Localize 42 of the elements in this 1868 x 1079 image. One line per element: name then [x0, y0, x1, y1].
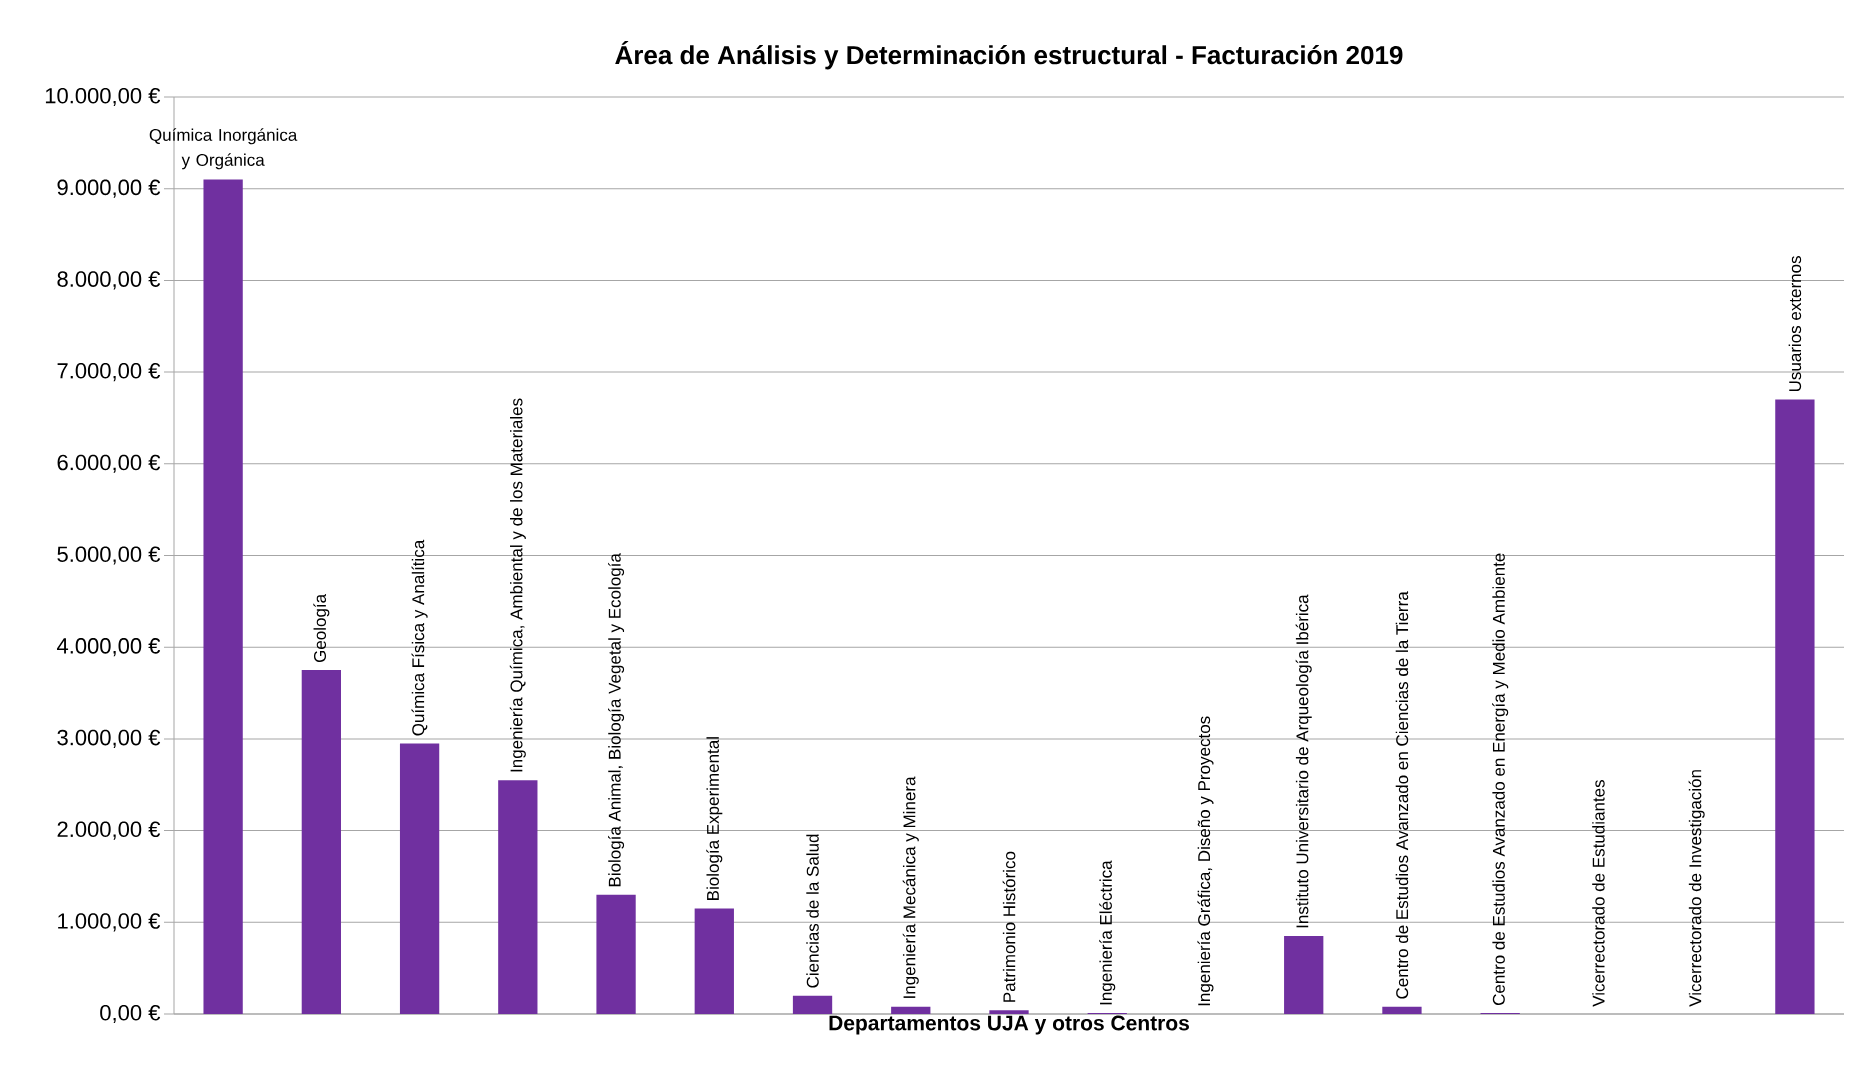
- x-tick-label: Patrimonio Histórico: [1002, 851, 1016, 1002]
- y-tick-label: 4.000,00 €: [56, 638, 161, 657]
- x-tick-label: Centro de Estudios Avanzado en Ciencias de la Tierra: [1395, 591, 1409, 999]
- y-tick-label: 1.000,00 €: [58, 913, 161, 932]
- bar: [203, 179, 243, 1014]
- bar: [301, 670, 341, 1014]
- x-axis-title: Departamentos UJA y otros Centros: [829, 1015, 1189, 1035]
- bar: [1775, 399, 1815, 1014]
- x-tick-label: Ciencias de la Salud: [806, 834, 819, 988]
- bar: [498, 780, 538, 1014]
- x-tick-label: Geología: [313, 593, 330, 663]
- x-tick-label: Química Física y Analítica: [411, 539, 428, 736]
- y-tick-label: 2.000,00 €: [57, 821, 161, 840]
- bar: [596, 894, 636, 1014]
- y-tick-label: 9.000,00 €: [57, 179, 161, 198]
- bar: [694, 908, 734, 1014]
- x-tick-label: Instituto Universitario de Arqueología Ibérica: [1295, 594, 1312, 928]
- x-tick-label: Vicerrectorado de Estudiantes: [1592, 780, 1605, 1007]
- y-tick-label: 10.000,00 €: [45, 87, 161, 107]
- bar: [1382, 1006, 1422, 1014]
- x-tick-label: Centro de Estudios Avanzado en Energía y Medio Ambiente: [1492, 553, 1509, 1006]
- y-tick-label: 7.000,00 €: [57, 363, 161, 382]
- x-tick-label: Biología Animal, Biología Vegetal y Ecología: [608, 553, 625, 887]
- chart-title: Área de Análisis y Determinación estructural - Facturación 2019: [615, 41, 1403, 70]
- bar: [792, 995, 833, 1014]
- bar: [891, 1006, 931, 1014]
- x-tick-label: Biología Experimental: [706, 737, 723, 900]
- y-tick-label: 6.000,00 €: [57, 454, 161, 473]
- x-tick-label: Usuarios externos: [1788, 256, 1802, 392]
- y-tick-label: 8.000,00 €: [57, 271, 161, 290]
- x-tick-label: Ingeniería Eléctrica: [1099, 860, 1116, 1005]
- x-tick-label: Química Inorgánica y Orgánica: [149, 128, 298, 170]
- x-tick-label: Ingeniería Química, Ambiental y de los Materiales: [509, 398, 526, 772]
- x-tick-label: Vicerrectorado de Investigación: [1688, 770, 1705, 1007]
- x-tick-label: Ingeniería Mecánica y Minera: [902, 776, 919, 998]
- bar: [399, 743, 440, 1014]
- y-tick-label: 3.000,00 €: [57, 729, 161, 748]
- y-tick-label: 0,00 €: [100, 1004, 161, 1024]
- y-tick-label: 5.000,00 €: [57, 546, 161, 565]
- x-tick-label: Ingeniería Gráfica, Diseño y Proyectos: [1197, 716, 1214, 1006]
- bar: [1284, 936, 1324, 1014]
- bar: [989, 1010, 1029, 1014]
